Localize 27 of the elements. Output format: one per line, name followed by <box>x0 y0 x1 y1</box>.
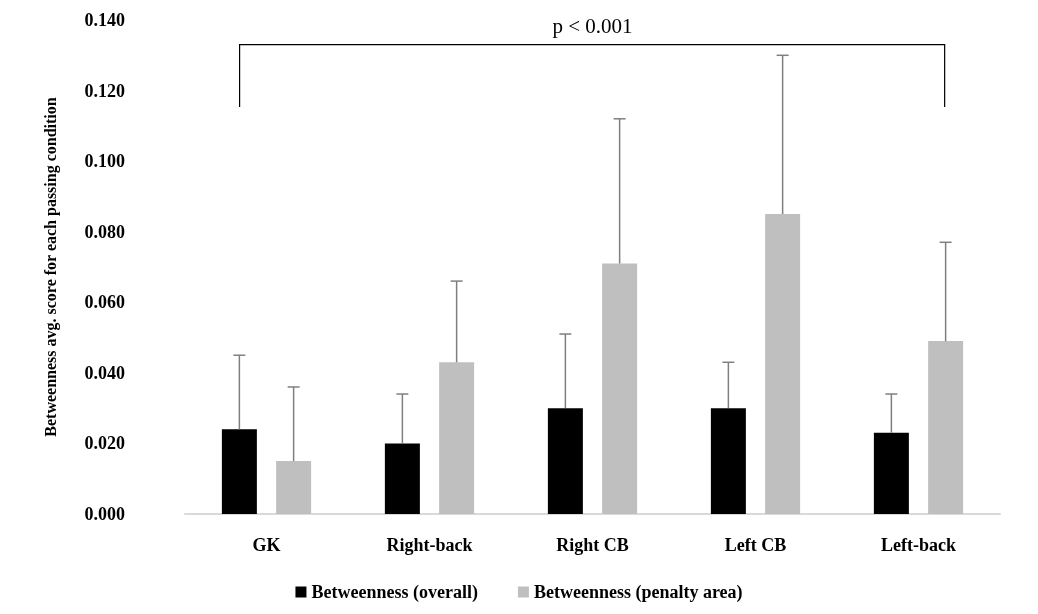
y-tick-label: 0.100 <box>84 151 125 172</box>
y-axis-title: Betweenness avg. score for each passing condition <box>41 97 60 437</box>
y-tick-label: 0.040 <box>84 362 125 383</box>
y-tick-label: 0.060 <box>84 292 125 313</box>
y-tick-label: 0.080 <box>84 221 125 242</box>
x-tick-label: Left CB <box>724 535 787 555</box>
x-tick-label: Right-back <box>386 535 473 555</box>
y-tick-label: 0.140 <box>84 10 125 30</box>
annotation: p < 0.001 <box>552 13 633 38</box>
bar <box>439 362 475 514</box>
y-tick-label: 0.000 <box>84 504 125 524</box>
bar <box>602 263 638 514</box>
bar <box>547 408 583 514</box>
legend-label: Betweenness (penalty area) <box>533 582 743 603</box>
y-tick-label: 0.020 <box>84 433 125 454</box>
x-tick-label: GK <box>252 535 281 555</box>
bar <box>710 408 746 514</box>
bar <box>221 429 257 514</box>
legend-label: Betweenness (overall) <box>311 582 478 603</box>
bar <box>928 341 964 514</box>
x-tick-label: Left-back <box>881 535 956 555</box>
bar <box>276 461 312 514</box>
bar <box>873 432 909 514</box>
bar <box>765 214 801 514</box>
x-tick-label: Right CB <box>556 535 629 555</box>
bar <box>384 443 420 514</box>
y-tick-label: 0.120 <box>84 80 125 101</box>
